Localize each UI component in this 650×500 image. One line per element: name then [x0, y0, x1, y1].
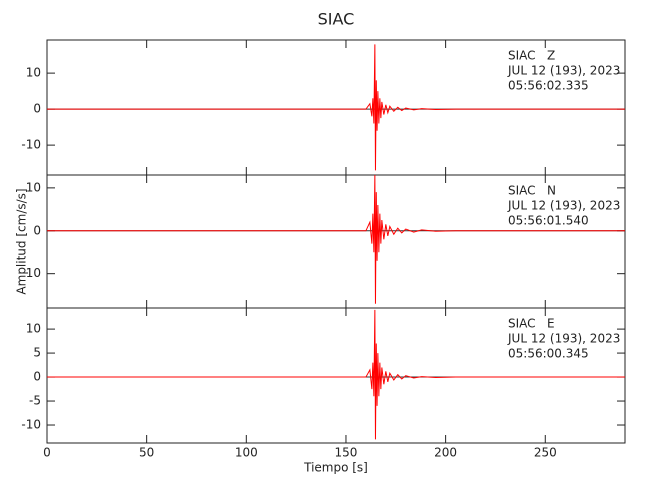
annotation: 05:56:01.540	[508, 214, 589, 228]
annotation: 05:56:00.345	[508, 347, 589, 361]
y-tick-label: 0	[33, 370, 41, 384]
y-tick-label: 0	[33, 102, 41, 116]
annotation: 05:56:02.335	[508, 79, 589, 93]
y-tick-label: -10	[21, 418, 41, 432]
waveform	[47, 44, 625, 171]
waveform	[47, 174, 625, 304]
panel-frame	[46, 307, 626, 444]
y-tick-label: -5	[29, 394, 41, 408]
annotation: JUL 12 (193), 2023	[507, 199, 620, 213]
annotation: JUL 12 (193), 2023	[507, 332, 620, 346]
y-tick-label: 10	[26, 66, 41, 80]
annotation: SIAC N	[508, 184, 556, 198]
x-tick-label: 150	[335, 446, 358, 460]
x-axis-label: Tiempo [s]	[303, 461, 368, 475]
x-tick-label: 50	[139, 446, 154, 460]
annotation: SIAC Z	[508, 49, 555, 63]
annotation: SIAC E	[508, 317, 555, 331]
x-tick-label: 200	[434, 446, 457, 460]
x-tick-label: 100	[235, 446, 258, 460]
y-tick-label: 10	[26, 322, 41, 336]
y-axis-label: Amplitud [cm/s/s]	[15, 188, 29, 294]
y-tick-label: 10	[26, 180, 41, 194]
annotation: JUL 12 (193), 2023	[507, 64, 620, 78]
x-tick-label: 250	[534, 446, 557, 460]
y-tick-label: -10	[21, 138, 41, 152]
waveform	[47, 309, 625, 440]
chart-title: SIAC	[318, 10, 355, 29]
y-tick-label: 10	[26, 266, 41, 280]
x-tick-label: 0	[43, 446, 51, 460]
y-tick-label: 0	[33, 223, 41, 237]
y-tick-label: 5	[33, 346, 41, 360]
